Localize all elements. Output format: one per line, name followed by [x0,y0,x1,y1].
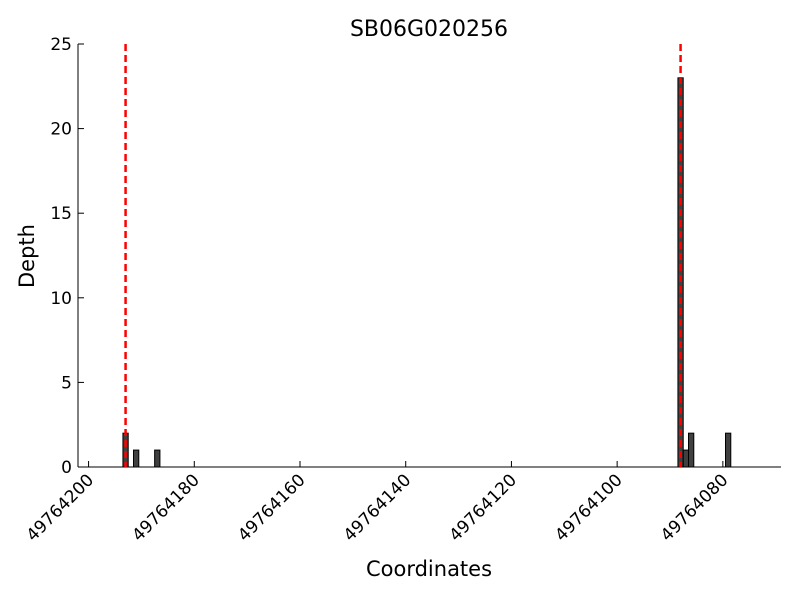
y-tick-label: 20 [50,120,72,140]
x-tick-label: 49764160 [234,470,309,545]
x-tick-label: 49764120 [446,470,521,545]
x-tick-label: 49764180 [128,470,203,545]
bar [682,449,690,468]
y-tick-label: 15 [50,204,72,224]
x-tick-label: 49764100 [551,470,626,545]
bar [133,449,140,468]
x-axis-label: Coordinates [366,557,492,581]
y-axis-label: Depth [15,224,39,288]
y-tick-label: 5 [61,373,72,393]
x-tick-label: 49764140 [340,470,415,545]
chart-title: SB06G020256 [350,17,508,42]
y-tick-label: 25 [50,35,72,55]
bar [688,432,695,468]
bar [725,432,732,468]
x-tick-label: 49764080 [657,470,732,545]
y-tick-label: 0 [61,458,72,478]
x-tick-label: 49764200 [23,470,98,545]
bar [122,432,129,468]
bar [154,449,161,468]
y-tick-label: 10 [50,289,72,309]
